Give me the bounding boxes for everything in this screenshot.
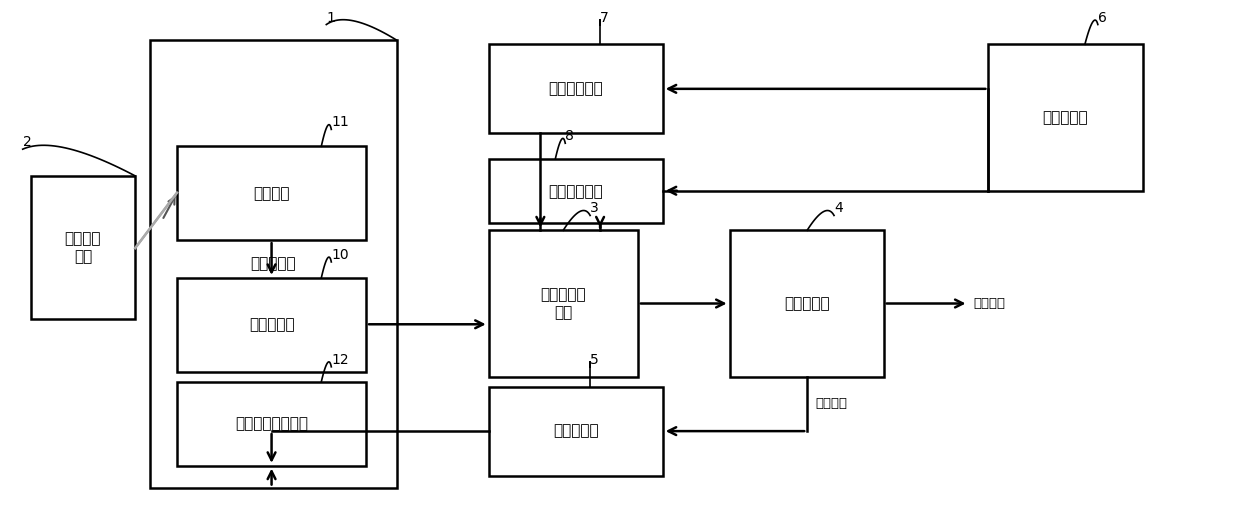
Text: 2: 2 — [22, 135, 31, 149]
Text: 反馈信号: 反馈信号 — [815, 397, 847, 410]
Bar — [489, 44, 663, 133]
Text: 锁相环芯片: 锁相环芯片 — [250, 256, 296, 271]
Text: 本振信号: 本振信号 — [973, 297, 1006, 310]
Text: 5: 5 — [590, 353, 599, 367]
Text: 11: 11 — [331, 116, 348, 130]
Text: 放电控制单元: 放电控制单元 — [548, 184, 603, 199]
Text: 基准信号
单元: 基准信号 单元 — [64, 231, 102, 264]
Text: 充电控制单元: 充电控制单元 — [548, 82, 603, 96]
Text: 1: 1 — [326, 10, 335, 25]
Bar — [177, 146, 366, 240]
Bar — [177, 382, 366, 466]
Text: 反馈放大器: 反馈放大器 — [553, 424, 599, 439]
Bar — [489, 230, 637, 377]
Text: 6: 6 — [1097, 10, 1107, 25]
Text: 3: 3 — [590, 201, 599, 216]
Text: 环路低通滤
波器: 环路低通滤 波器 — [541, 287, 587, 320]
Text: 7: 7 — [600, 10, 609, 25]
Text: 8: 8 — [565, 129, 574, 143]
Text: 4: 4 — [835, 201, 843, 216]
Text: 反馈信号分频单元: 反馈信号分频单元 — [236, 416, 308, 431]
Text: 鉴相器单元: 鉴相器单元 — [249, 317, 294, 332]
Bar — [31, 176, 135, 319]
Bar — [489, 386, 663, 476]
Bar — [150, 40, 397, 488]
Text: 10: 10 — [331, 248, 348, 262]
Text: 12: 12 — [331, 353, 348, 367]
Bar — [489, 159, 663, 223]
Bar — [729, 230, 884, 377]
Text: 分频单元: 分频单元 — [253, 186, 290, 201]
Bar — [177, 278, 366, 372]
Text: 压控振荡器: 压控振荡器 — [784, 296, 830, 311]
Text: 微处理单元: 微处理单元 — [1043, 110, 1089, 125]
Bar — [988, 44, 1142, 191]
